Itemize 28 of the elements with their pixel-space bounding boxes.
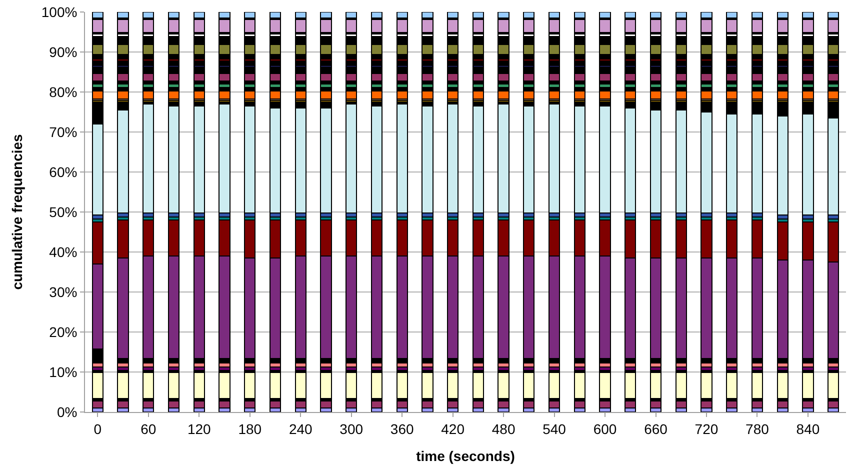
y-tick-label: 20%	[49, 324, 78, 340]
y-tick-label: 90%	[49, 44, 78, 60]
x-tick-label: 780	[746, 420, 770, 437]
x-tick-label: 540	[542, 420, 566, 437]
y-tick-label: 50%	[49, 204, 78, 220]
x-tick-label: 840	[796, 420, 820, 437]
y-tick-label: 70%	[49, 124, 78, 140]
y-tick-label: 80%	[49, 84, 78, 100]
x-tick-label: 600	[593, 420, 617, 437]
x-tick-label: 420	[441, 420, 465, 437]
x-tick-label: 660	[644, 420, 668, 437]
x-tick-label: 720	[694, 420, 718, 437]
x-tick-label: 120	[187, 420, 212, 437]
y-tick-label: 40%	[49, 244, 78, 260]
y-tick-label: 0%	[56, 404, 78, 420]
x-tick-label: 60	[140, 420, 156, 437]
x-tick-label: 180	[238, 420, 262, 437]
x-tick-label: 0	[94, 420, 102, 437]
x-tick-label: 480	[492, 420, 516, 437]
x-tick-label: 240	[288, 420, 313, 437]
y-tick-label: 30%	[49, 284, 78, 300]
y-tick-label: 60%	[49, 164, 78, 180]
y-tick-label: 10%	[49, 364, 78, 380]
x-tick-label: 300	[340, 420, 364, 437]
x-axis-title: time (seconds)	[416, 448, 515, 464]
x-tick-label: 360	[390, 420, 414, 437]
y-axis-title: cumulative frequencies	[8, 134, 25, 290]
y-tick-label: 100%	[41, 4, 78, 20]
